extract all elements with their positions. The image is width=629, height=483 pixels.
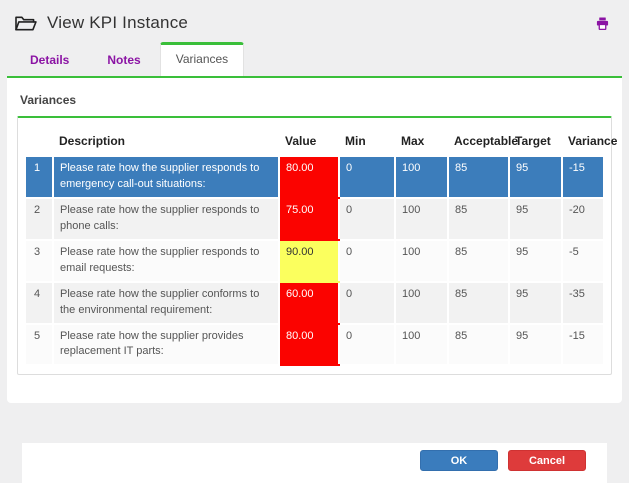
cell-variance: -20 bbox=[562, 197, 603, 241]
cell-min: 0 bbox=[339, 197, 396, 241]
col-header-acceptable: Acceptable bbox=[454, 134, 519, 148]
cell-acceptable: 85 bbox=[448, 197, 510, 241]
dialog-header: View KPI Instance bbox=[0, 0, 629, 33]
tab-panel-variances: Variances Description Value Min Max Acce… bbox=[7, 78, 622, 404]
cell-variance: -15 bbox=[562, 157, 603, 199]
cell-max: 100 bbox=[395, 157, 449, 199]
tab-details[interactable]: Details bbox=[30, 53, 70, 67]
col-header-value: Value bbox=[285, 134, 317, 148]
cell-value: 60.00 bbox=[279, 281, 340, 325]
table-body: 1 Please rate how the supplier responds t… bbox=[26, 157, 603, 367]
cell-description: Please rate how the supplier responds to… bbox=[53, 157, 280, 199]
cell-description: Please rate how the supplier provides re… bbox=[53, 323, 280, 367]
cell-min: 0 bbox=[339, 281, 396, 325]
cell-value: 80.00 bbox=[279, 323, 340, 367]
cancel-button[interactable]: Cancel bbox=[508, 450, 586, 471]
col-header-max: Max bbox=[401, 134, 425, 148]
col-header-min: Min bbox=[345, 134, 366, 148]
table-header-row: Description Value Min Max Acceptable Tar… bbox=[26, 126, 618, 157]
cell-value: 80.00 bbox=[279, 157, 340, 199]
row-number: 3 bbox=[26, 239, 54, 283]
cell-max: 100 bbox=[395, 323, 449, 367]
cell-min: 0 bbox=[339, 239, 396, 283]
cell-target: 95 bbox=[509, 197, 563, 241]
cell-min: 0 bbox=[339, 157, 396, 199]
dialog-body: Details Notes Variances Variances Descript… bbox=[7, 42, 622, 404]
cell-acceptable: 85 bbox=[448, 239, 510, 283]
cell-target: 95 bbox=[509, 157, 563, 199]
cell-max: 100 bbox=[395, 239, 449, 283]
tab-notes[interactable]: Notes bbox=[107, 53, 141, 67]
cell-variance: -15 bbox=[562, 323, 603, 367]
table-row[interactable]: 4 Please rate how the supplier conforms t… bbox=[26, 281, 603, 325]
col-header-target: Target bbox=[515, 134, 551, 148]
cell-min: 0 bbox=[339, 323, 396, 367]
cell-value: 90.00 bbox=[279, 239, 340, 283]
section-title: Variances bbox=[20, 93, 77, 107]
cell-description: Please rate how the supplier responds to… bbox=[53, 239, 280, 283]
row-number: 5 bbox=[26, 323, 54, 367]
page-title: View KPI Instance bbox=[47, 13, 189, 32]
table-row[interactable]: 5 Please rate how the supplier provides r… bbox=[26, 323, 603, 367]
cell-target: 95 bbox=[509, 323, 563, 367]
col-header-variance: Variance bbox=[568, 134, 618, 148]
ok-button[interactable]: OK bbox=[420, 450, 498, 471]
cell-description: Please rate how the supplier conforms to… bbox=[53, 281, 280, 325]
col-header-description: Description bbox=[59, 134, 126, 148]
open-folder-icon bbox=[14, 14, 37, 33]
col-header-num bbox=[26, 126, 53, 157]
printer-icon[interactable] bbox=[596, 16, 609, 30]
row-number: 1 bbox=[26, 157, 54, 199]
cell-acceptable: 85 bbox=[448, 323, 510, 367]
variances-table-card: Description Value Min Max Acceptable Tar… bbox=[17, 116, 618, 376]
cell-value: 75.00 bbox=[279, 197, 340, 241]
cell-variance: -5 bbox=[562, 239, 603, 283]
cell-target: 95 bbox=[509, 239, 563, 283]
tab-variances[interactable]: Variances bbox=[159, 42, 245, 76]
table-row[interactable]: 1 Please rate how the supplier responds t… bbox=[26, 157, 603, 199]
row-number: 2 bbox=[26, 197, 54, 241]
tab-bar: Details Notes Variances bbox=[7, 42, 622, 78]
cell-max: 100 bbox=[395, 281, 449, 325]
table-row[interactable]: 2 Please rate how the supplier responds t… bbox=[26, 197, 603, 241]
table-row[interactable]: 3 Please rate how the supplier responds t… bbox=[26, 239, 603, 283]
cell-max: 100 bbox=[395, 197, 449, 241]
variances-table: Description Value Min Max Acceptable Tar… bbox=[26, 126, 618, 367]
cell-acceptable: 85 bbox=[448, 157, 510, 199]
cell-variance: -35 bbox=[562, 281, 603, 325]
cell-description: Please rate how the supplier responds to… bbox=[53, 197, 280, 241]
cell-target: 95 bbox=[509, 281, 563, 325]
row-number: 4 bbox=[26, 281, 54, 325]
dialog-footer: OK Cancel bbox=[22, 443, 607, 483]
cell-acceptable: 85 bbox=[448, 281, 510, 325]
